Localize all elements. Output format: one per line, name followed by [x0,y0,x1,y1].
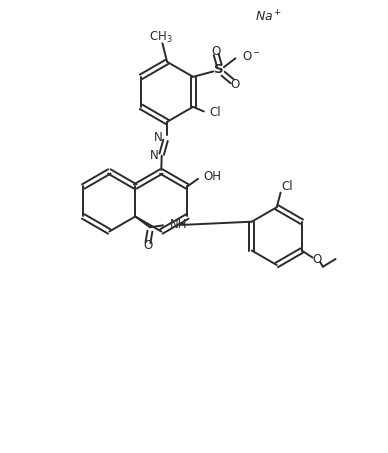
Text: N: N [153,131,162,144]
Text: NH: NH [170,218,187,231]
Text: O: O [211,45,221,58]
Text: Na$^+$: Na$^+$ [255,9,282,24]
Text: OH: OH [203,170,222,183]
Text: O: O [144,239,152,252]
Text: O$^-$: O$^-$ [242,50,262,63]
Text: O: O [312,253,322,266]
Text: Cl: Cl [209,106,221,120]
Text: Cl: Cl [281,180,293,193]
Text: CH$_3$: CH$_3$ [149,30,173,45]
Text: S: S [215,63,224,77]
Text: O: O [231,78,240,91]
Text: N: N [150,149,158,162]
